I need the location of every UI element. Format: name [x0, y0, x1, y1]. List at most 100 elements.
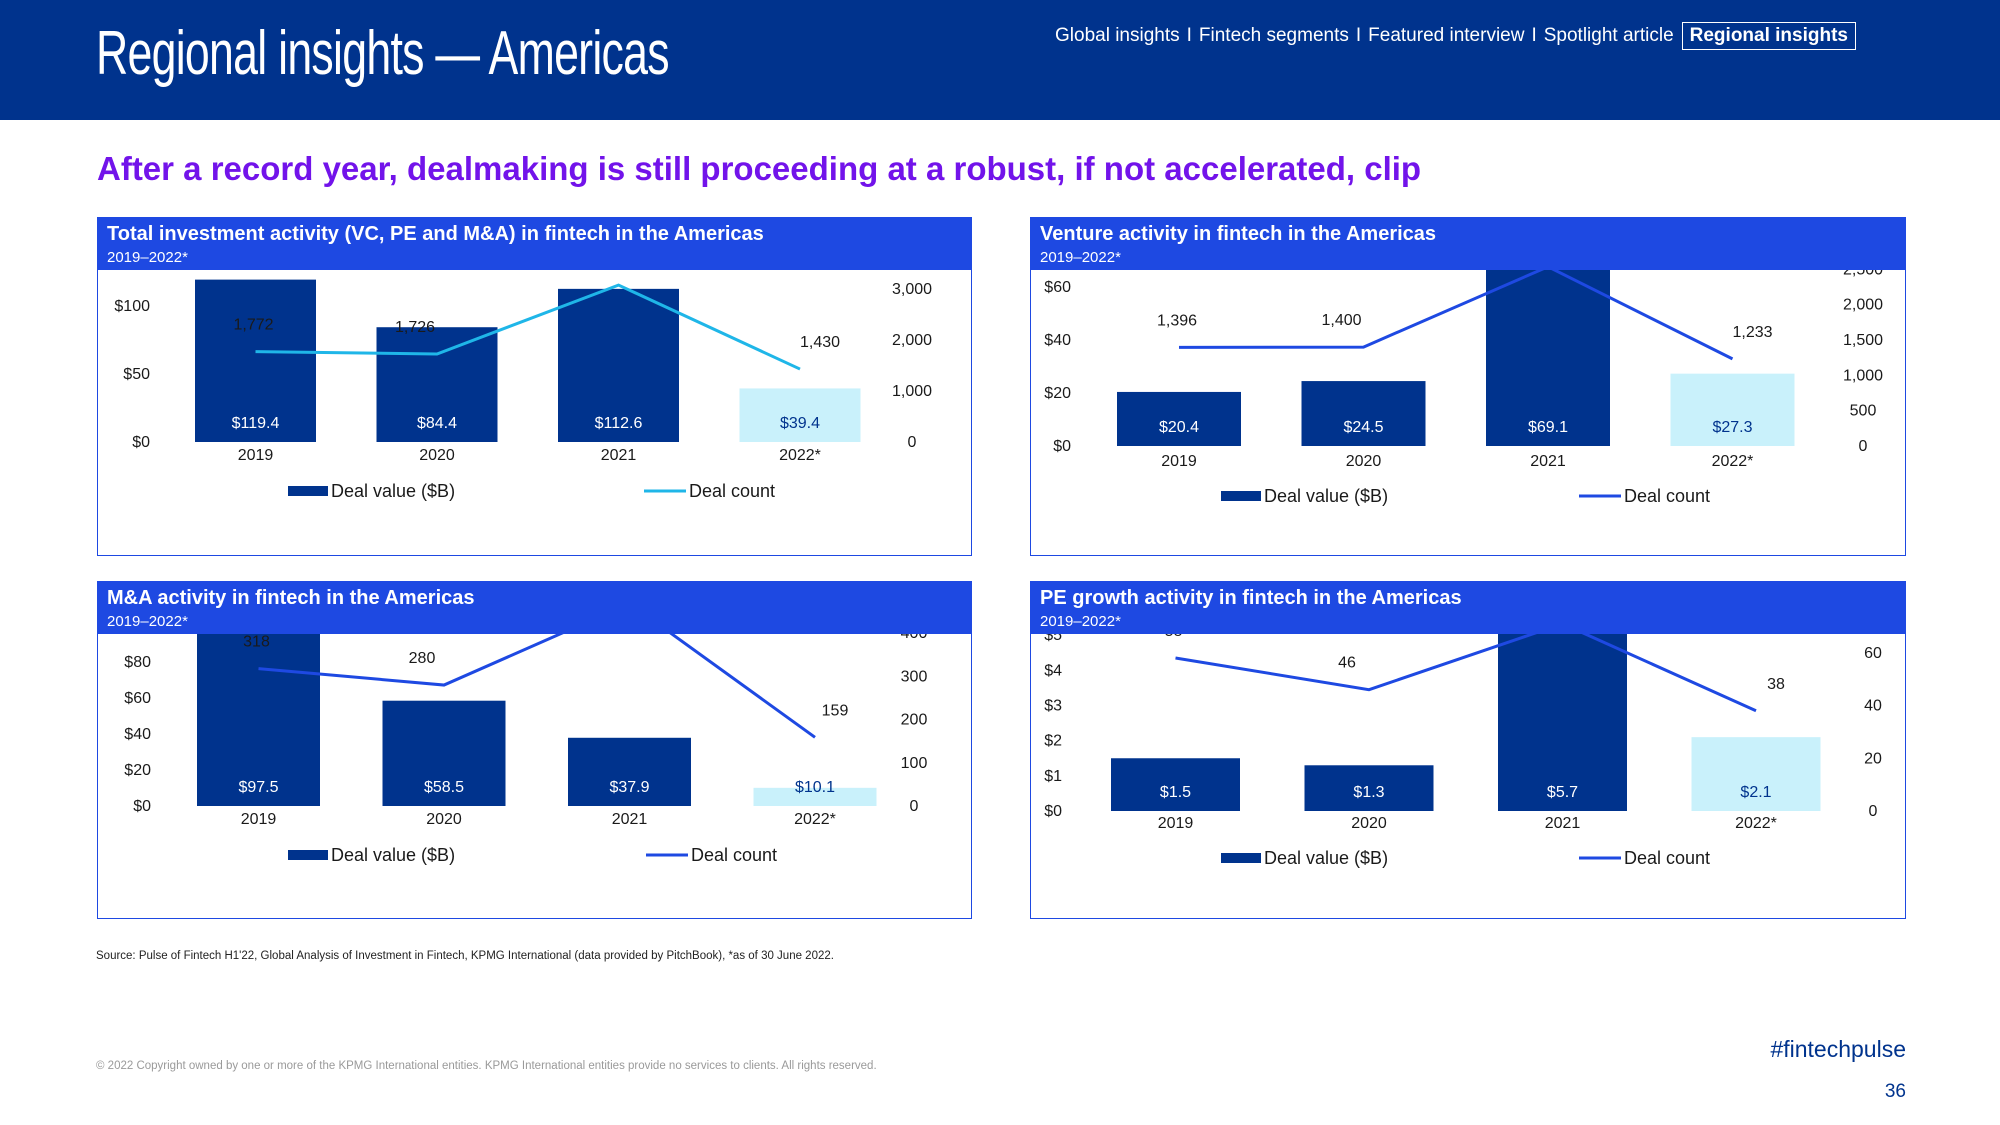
category-label: 2020 — [419, 447, 455, 464]
nav-featured-interview[interactable]: Featured interview — [1368, 25, 1525, 46]
bar — [753, 787, 877, 806]
right-axis-tick-label: 100 — [901, 755, 928, 772]
source-note: Source: Pulse of Fintech H1'22, Global A… — [96, 950, 834, 962]
bar-value-label: $58.5 — [424, 779, 464, 796]
page-title: Regional insights — Americas — [96, 19, 670, 88]
right-axis-tick-label: 200 — [901, 712, 928, 729]
bar-value-label: $20.4 — [1159, 419, 1199, 436]
category-label: 2022* — [1735, 815, 1777, 832]
left-axis-tick-label: $3 — [1044, 698, 1062, 715]
nav-separator: I — [1355, 25, 1362, 46]
legend-line-label: Deal count — [1624, 848, 1710, 868]
bar-value-label: $119.4 — [232, 415, 280, 432]
nav-regional-insights[interactable]: Regional insights — [1681, 22, 1856, 50]
category-label: 2021 — [1530, 453, 1566, 470]
category-label: 2022* — [794, 811, 836, 828]
copyright-notice: © 2022 Copyright owned by one or more of… — [96, 1060, 877, 1072]
legend-line-label: Deal count — [1624, 486, 1710, 506]
right-axis-tick-label: 500 — [1850, 403, 1877, 420]
chart-subtitle: 2019–2022* — [1040, 249, 1121, 266]
category-label: 2019 — [1158, 815, 1194, 832]
bar — [739, 388, 861, 442]
right-axis-tick-label: 400 — [901, 634, 928, 642]
category-label: 2021 — [612, 811, 648, 828]
right-axis-tick-label: 300 — [901, 668, 928, 685]
chart-panel-header: Total investment activity (VC, PE and M&… — [98, 218, 971, 270]
line-value-label: 1,772 — [233, 317, 273, 334]
category-label: 2020 — [1351, 815, 1387, 832]
left-axis-tick-label: $100 — [114, 298, 150, 315]
deal-count-line — [255, 283, 801, 371]
bar-value-label: $5.7 — [1547, 784, 1578, 801]
bar-value-label: $10.1 — [795, 779, 835, 796]
chart-panel-header: Venture activity in fintech in the Ameri… — [1031, 218, 1905, 270]
right-axis-tick-label: 0 — [1859, 438, 1868, 455]
nav-global-insights[interactable]: Global insights — [1055, 25, 1180, 46]
bar-value-label: $97.5 — [238, 779, 278, 796]
line-value-label: 159 — [822, 702, 849, 719]
header-bar: Regional insights — Americas Global insi… — [0, 0, 2000, 120]
right-axis-tick-label: 1,000 — [1843, 367, 1883, 384]
legend-line-label: Deal count — [691, 845, 777, 865]
right-axis-tick-label: 0 — [1869, 803, 1878, 820]
right-axis-tick-label: 2,000 — [1843, 297, 1883, 314]
bar-value-label: $24.5 — [1343, 419, 1383, 436]
chart-venture: $0$20$40$60$8005001,0001,5002,0002,5003,… — [1044, 270, 1883, 506]
line-value-label: 46 — [1338, 655, 1356, 672]
left-axis-tick-label: $20 — [124, 762, 151, 779]
legend-bar-label: Deal value ($B) — [1264, 848, 1388, 868]
nav-spotlight-article[interactable]: Spotlight article — [1543, 25, 1674, 46]
chart-title: Total investment activity (VC, PE and M&… — [107, 223, 764, 245]
bar — [1301, 381, 1426, 446]
deal-count-line — [258, 634, 816, 739]
nav-fintech-segments[interactable]: Fintech segments — [1198, 25, 1349, 46]
left-axis-tick-label: $0 — [1044, 803, 1062, 820]
legend-bar-label: Deal value ($B) — [331, 845, 455, 865]
page-number: 36 — [1884, 1081, 1906, 1102]
top-navigation: Global insights I Fintech segments I Fea… — [1055, 22, 1856, 50]
category-label: 2021 — [601, 447, 637, 464]
right-axis-tick-label: 20 — [1864, 750, 1882, 767]
bar-value-label: $27.3 — [1712, 419, 1752, 436]
right-axis-tick-label: 40 — [1864, 698, 1882, 715]
bar — [558, 288, 679, 442]
chart-subtitle: 2019–2022* — [107, 249, 188, 266]
bar — [1691, 737, 1821, 811]
category-label: 2020 — [1346, 453, 1382, 470]
bar — [197, 634, 320, 806]
bar — [195, 279, 316, 442]
left-axis-tick-label: $40 — [1044, 332, 1071, 349]
bar-value-label: $112.6 — [595, 415, 643, 432]
line-value-label: 38 — [1767, 676, 1785, 693]
legend-line-label: Deal count — [689, 481, 775, 501]
bar-value-label: $39.4 — [780, 415, 820, 432]
chart-ma: $0$20$40$60$80$100$1200100200300400500$9… — [115, 634, 928, 865]
line-value-label: 1,233 — [1732, 324, 1772, 341]
right-axis-tick-label: 0 — [910, 798, 919, 815]
category-label: 2020 — [426, 811, 462, 828]
chart-title: Venture activity in fintech in the Ameri… — [1040, 223, 1437, 245]
chart-panel-header: PE growth activity in fintech in the Ame… — [1031, 582, 1905, 634]
bar — [382, 700, 506, 806]
right-axis-tick-label: 1,500 — [1843, 332, 1883, 349]
chart-title: M&A activity in fintech in the Americas — [107, 587, 475, 609]
left-axis-tick-label: $40 — [124, 726, 151, 743]
headline: After a record year, dealmaking is still… — [97, 150, 1422, 187]
right-axis-tick-label: 0 — [908, 434, 917, 451]
hashtag-link[interactable]: #fintechpulse — [1770, 1036, 1906, 1062]
chart-panel-ma: M&A activity in fintech in the Americas … — [97, 581, 972, 919]
bar-value-label: $37.9 — [609, 779, 649, 796]
chart-total-investment: $0$50$100$15001,0002,0003,0004,000$119.4… — [114, 279, 932, 501]
chart-subtitle: 2019–2022* — [107, 613, 188, 630]
right-axis-tick-label: 60 — [1864, 645, 1882, 662]
legend-bar-swatch — [288, 850, 328, 860]
bar — [376, 327, 498, 442]
chart-panel-total-investment: Total investment activity (VC, PE and M&… — [97, 217, 972, 556]
bar — [1117, 391, 1241, 446]
line-value-label: 280 — [409, 650, 436, 667]
chart-subtitle: 2019–2022* — [1040, 613, 1121, 630]
chart-panel-header: M&A activity in fintech in the Americas … — [98, 582, 971, 634]
left-axis-tick-label: $0 — [1053, 438, 1071, 455]
legend-bar-label: Deal value ($B) — [1264, 486, 1388, 506]
left-axis-tick-label: $100 — [115, 634, 151, 635]
